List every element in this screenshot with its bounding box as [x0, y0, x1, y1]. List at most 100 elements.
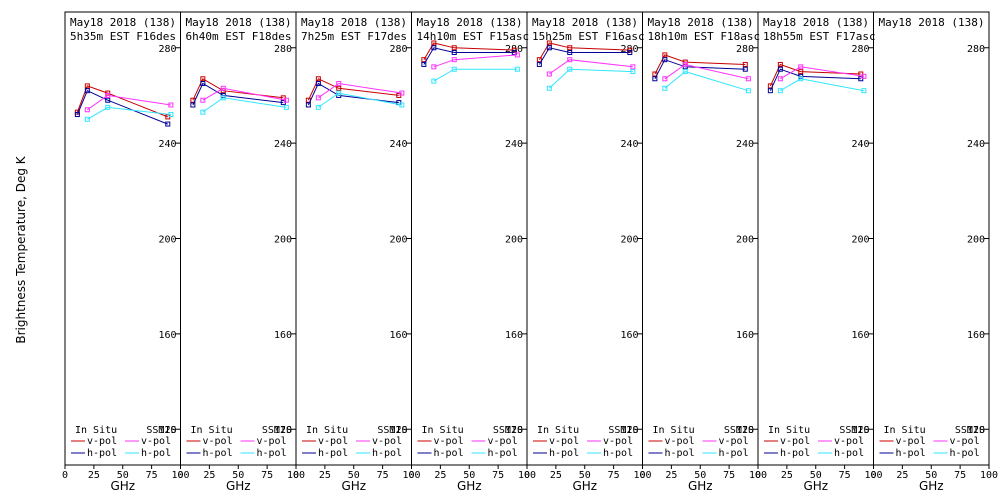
x-tick-label: 75 — [261, 470, 273, 481]
x-tick-label: 100 — [633, 470, 651, 481]
x-axis-label: GHz — [341, 479, 366, 493]
legend-ssmis-v-pol-label: v-pol — [257, 436, 287, 447]
x-tick-label: 75 — [954, 470, 966, 481]
y-tick-label: 280 — [736, 44, 754, 55]
x-tick-label: 0 — [870, 470, 876, 481]
insitu-v-pol-point — [546, 40, 552, 46]
panel-title-date: May18 2018 (138) — [763, 16, 869, 29]
ssmis-h-pol-point — [662, 85, 668, 91]
legend-ssmis-v-pol-label: v-pol — [719, 436, 749, 447]
ssmis-v-pol-line — [87, 94, 171, 111]
legend-ssmis-h-pol-label: h-pol — [603, 448, 633, 459]
legend-ssmis-h-pol-label: h-pol — [372, 448, 402, 459]
x-tick-label: 50 — [694, 470, 706, 481]
x-axis-label: GHz — [226, 479, 251, 493]
insitu-v-pol-point — [431, 40, 437, 46]
ssmis-h-pol-point — [84, 116, 90, 122]
insitu-h-pol-line — [76, 90, 168, 125]
x-tick-label: 0 — [62, 470, 68, 481]
insitu-v-pol-point — [798, 69, 804, 75]
y-tick-label: 240 — [158, 139, 176, 150]
ssmis-v-pol-point — [745, 76, 751, 82]
legend-insitu-header: In Situ — [884, 425, 926, 436]
x-tick-label: 25 — [203, 470, 215, 481]
insitu-v-pol-point — [742, 61, 748, 67]
x-tick-label: 0 — [639, 470, 645, 481]
legend-insitu-h-pol-label: h-pol — [549, 448, 579, 459]
x-tick-label: 75 — [608, 470, 620, 481]
ssmis-h-pol-point — [682, 69, 688, 75]
y-tick-label: 280 — [389, 44, 407, 55]
y-axis-label: Brightness Temperature, Deg K — [14, 155, 28, 343]
y-tick-label: 160 — [620, 330, 638, 341]
insitu-v-pol-point — [315, 76, 321, 82]
legend-insitu-v-pol-label: v-pol — [203, 436, 233, 447]
x-tick-label: 75 — [723, 470, 735, 481]
y-tick-label: 280 — [851, 44, 869, 55]
ssmis-v-pol-point — [546, 71, 552, 77]
insitu-v-pol-line — [423, 42, 515, 60]
insitu-v-pol-line — [76, 85, 168, 118]
y-tick-label: 160 — [736, 330, 754, 341]
x-tick-label: 75 — [146, 470, 158, 481]
ssmis-h-pol-line — [664, 71, 749, 92]
legend-ssmis-header: SSMIS — [608, 425, 638, 436]
ssmis-h-pol-point — [546, 85, 552, 91]
ssmis-v-pol-line — [433, 54, 518, 68]
insitu-h-pol-point — [627, 50, 633, 56]
legend-insitu-header: In Situ — [537, 425, 579, 436]
legend-insitu-v-pol-label: v-pol — [896, 436, 926, 447]
legend-insitu-v-pol-label: v-pol — [434, 436, 464, 447]
ssmis-v-pol-line — [664, 63, 749, 80]
x-tick-label: 0 — [408, 470, 414, 481]
insitu-h-pol-point — [305, 102, 311, 108]
y-tick-label: 160 — [967, 330, 985, 341]
ssmis-v-pol-point — [431, 64, 437, 70]
y-tick-label: 120 — [736, 425, 754, 436]
legend-ssmis-v-pol-label: v-pol — [488, 436, 518, 447]
ssmis-v-pol-point — [777, 76, 783, 82]
insitu-v-pol-point — [536, 57, 542, 63]
insitu-h-pol-point — [431, 45, 437, 51]
x-tick-label: 100 — [402, 470, 420, 481]
ssmis-v-pol-line — [780, 66, 864, 80]
panel-title-date: May18 2018 (138) — [532, 16, 638, 29]
y-tick-label: 240 — [505, 139, 523, 150]
ssmis-v-pol-point — [399, 90, 405, 96]
legend-ssmis-v-pol-label: v-pol — [834, 436, 864, 447]
insitu-v-pol-line — [538, 42, 630, 60]
ssmis-h-pol-point — [567, 66, 573, 72]
legend-insitu-header: In Situ — [191, 425, 233, 436]
panel-title-date: May18 2018 (138) — [417, 16, 523, 29]
insitu-h-pol-point — [74, 112, 80, 118]
ssmis-h-pol-point — [315, 104, 321, 110]
insitu-h-pol-point — [546, 45, 552, 51]
x-tick-label: 50 — [579, 470, 591, 481]
insitu-h-pol-line — [192, 82, 284, 106]
x-tick-label: 25 — [88, 470, 100, 481]
ssmis-v-pol-point — [630, 64, 636, 70]
y-tick-label: 120 — [851, 425, 869, 436]
insitu-h-pol-line — [654, 59, 746, 80]
legend-insitu-v-pol-label: v-pol — [780, 436, 810, 447]
y-tick-label: 240 — [736, 139, 754, 150]
y-tick-label: 160 — [158, 330, 176, 341]
insitu-h-pol-point — [652, 76, 658, 82]
ssmis-v-pol-point — [682, 61, 688, 67]
x-axis-label: GHz — [803, 479, 828, 493]
ssmis-v-pol-point — [168, 102, 174, 108]
ssmis-h-pol-line — [318, 92, 402, 108]
y-tick-label: 240 — [389, 139, 407, 150]
x-tick-label: 100 — [518, 470, 536, 481]
panel-title-date: May18 2018 (138) — [301, 16, 407, 29]
x-tick-label: 0 — [293, 470, 299, 481]
ssmis-v-pol-line — [549, 59, 633, 75]
x-tick-label: 100 — [864, 470, 882, 481]
legend-insitu-h-pol-label: h-pol — [87, 448, 117, 459]
insitu-v-pol-point — [336, 85, 342, 91]
insitu-h-pol-line — [423, 47, 515, 65]
x-tick-label: 50 — [810, 470, 822, 481]
y-tick-label: 280 — [620, 44, 638, 55]
legend-insitu-h-pol-label: h-pol — [780, 448, 810, 459]
ssmis-h-pol-point — [861, 88, 867, 94]
